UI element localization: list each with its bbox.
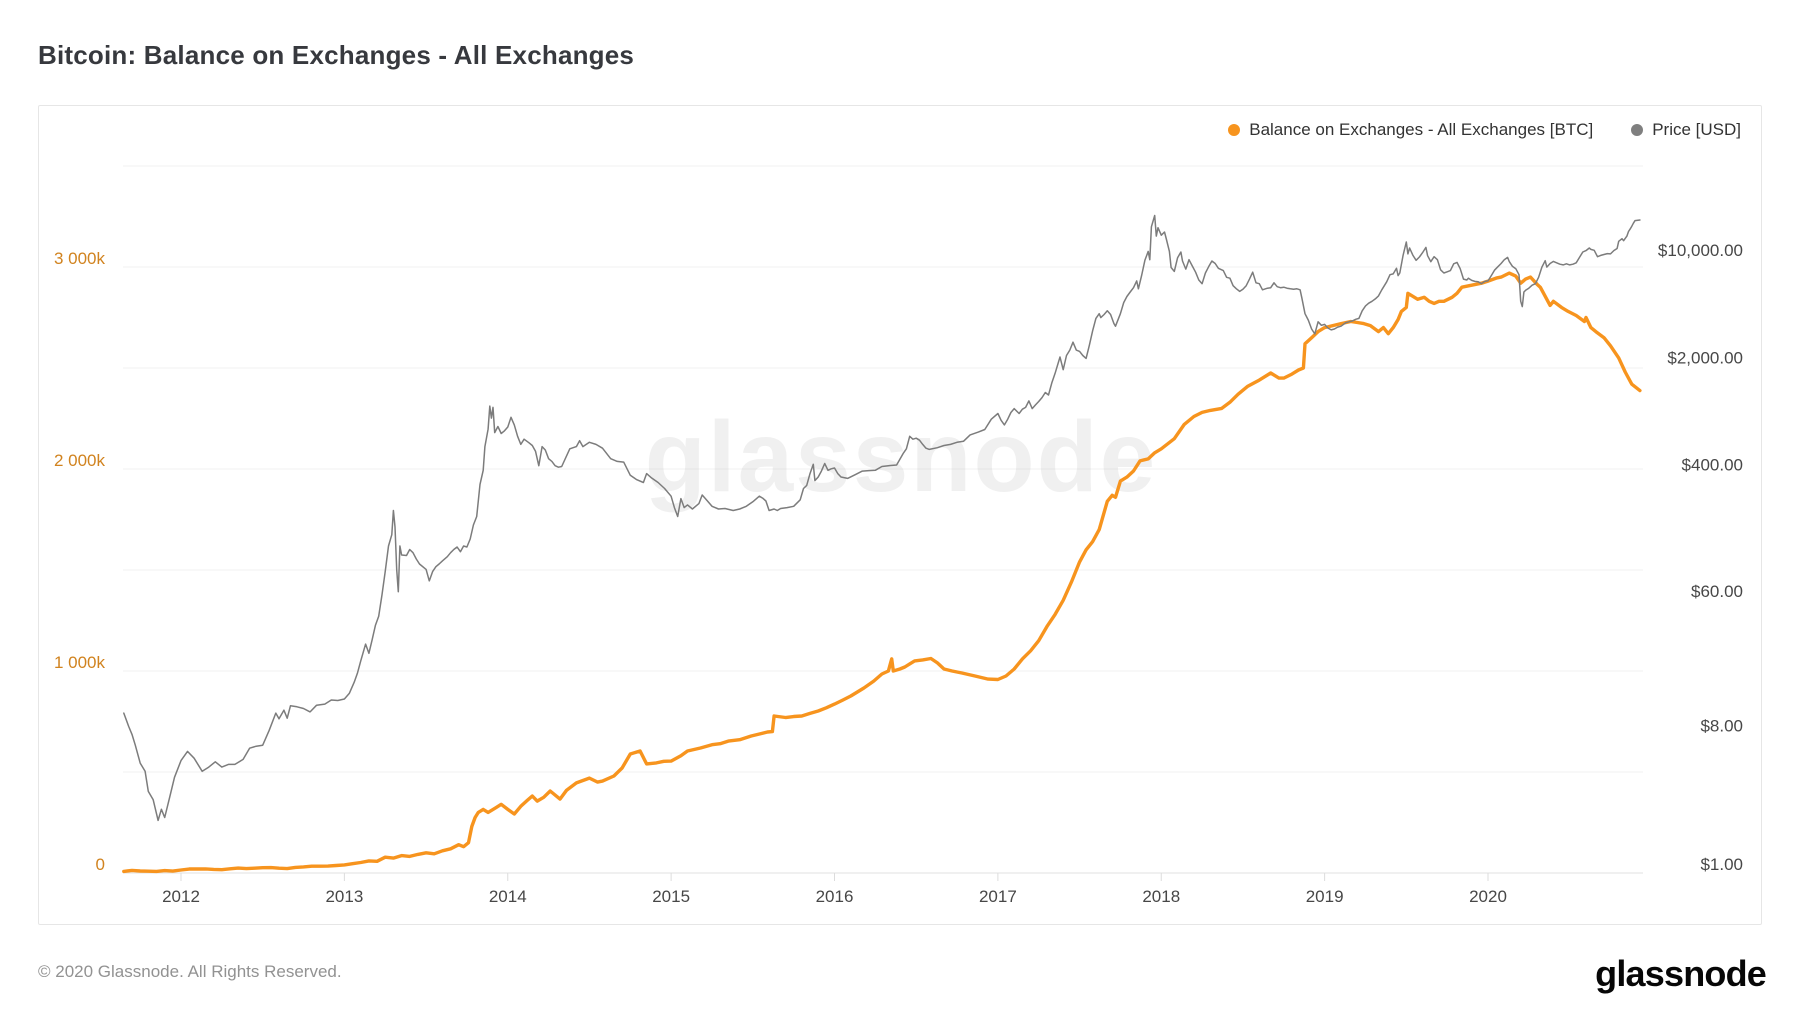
- x-axis-tick-label: 2015: [652, 887, 690, 906]
- axis-labels: 0 1 000k 2 000k 3 000k $1.00 $8.00 $60.00 $400.…: [54, 241, 1743, 906]
- y-axis-right-tick-label: $1.00: [1700, 855, 1743, 874]
- x-axis-tick-label: 2020: [1469, 887, 1507, 906]
- x-axis-tick-label: 2017: [979, 887, 1017, 906]
- footer-copyright: © 2020 Glassnode. All Rights Reserved.: [38, 962, 342, 981]
- legend-item-balance[interactable]: Balance on Exchanges - All Exchanges [BT…: [1228, 120, 1593, 140]
- y-axis-left-tick-label: 1 000k: [54, 653, 106, 672]
- glassnode-logo: glassnode: [1595, 953, 1767, 994]
- y-axis-right-tick-label: $400.00: [1682, 456, 1743, 475]
- x-axis-tick-label: 2019: [1306, 887, 1344, 906]
- watermark: glassnode: [645, 401, 1158, 513]
- y-axis-left-tick-label: 3 000k: [54, 249, 106, 268]
- y-axis-right-tick-label: $60.00: [1691, 582, 1743, 601]
- legend-item-price[interactable]: Price [USD]: [1631, 120, 1741, 140]
- y-axis-right-tick-label: $2,000.00: [1667, 348, 1743, 367]
- x-axis-tick-label: 2016: [816, 887, 854, 906]
- chart-plot[interactable]: glassnode 0 1 000k 2 000k 3 000k $1.00 $8.00 $…: [39, 106, 1761, 924]
- legend-label-price: Price [USD]: [1652, 120, 1741, 139]
- chart-card: Balance on Exchanges - All Exchanges [BT…: [38, 105, 1762, 925]
- y-axis-left-tick-label: 2 000k: [54, 451, 106, 470]
- y-axis-right-tick-label: $8.00: [1700, 716, 1743, 735]
- balance-series-line: [122, 271, 1642, 874]
- x-axis-tick-label: 2014: [489, 887, 527, 906]
- chart-legend: Balance on Exchanges - All Exchanges [BT…: [1228, 120, 1741, 140]
- x-axis-tick-label: 2012: [162, 887, 200, 906]
- price-series-line: [123, 214, 1641, 822]
- y-axis-right-tick-label: $10,000.00: [1658, 241, 1743, 260]
- y-axis-left-tick-label: 0: [96, 855, 105, 874]
- x-axis-tick-label: 2013: [325, 887, 363, 906]
- legend-dot-price-icon: [1631, 124, 1644, 136]
- x-axis-tick-label: 2018: [1142, 887, 1180, 906]
- gridlines: [123, 165, 1643, 881]
- legend-dot-balance-icon: [1228, 124, 1241, 136]
- page-title: Bitcoin: Balance on Exchanges - All Exch…: [38, 40, 635, 70]
- legend-label-balance: Balance on Exchanges - All Exchanges [BT…: [1249, 120, 1594, 139]
